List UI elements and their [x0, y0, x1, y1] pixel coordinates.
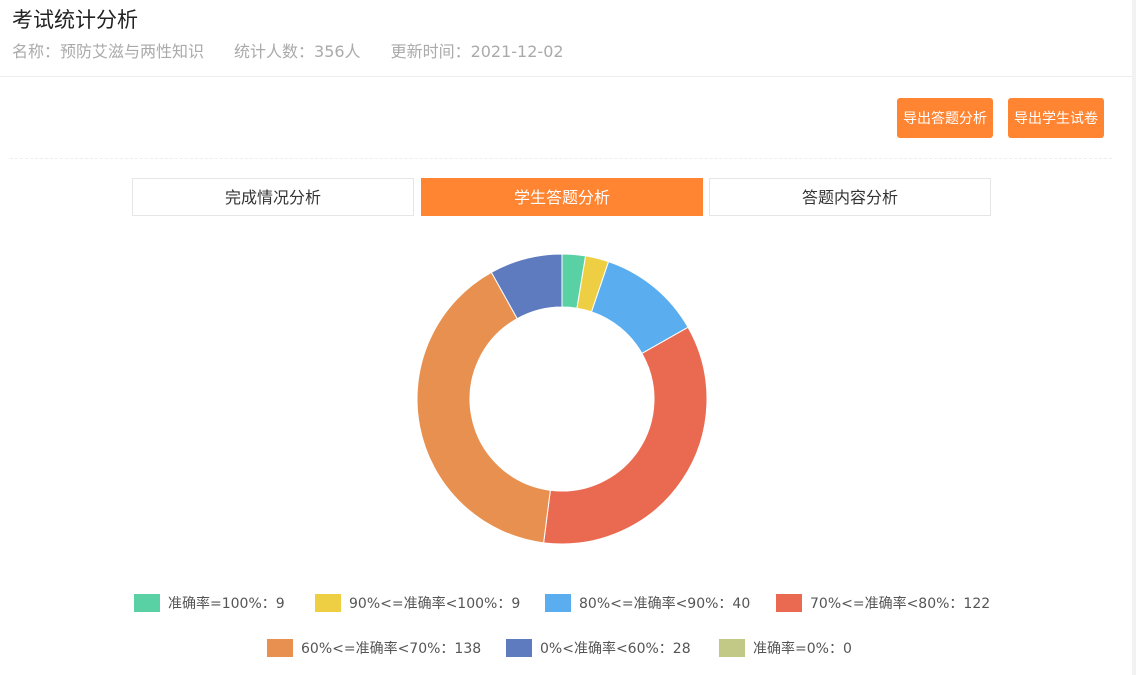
legend-item[interactable]: 70%<=准确率<80%：122 [776, 593, 990, 613]
legend-swatch [315, 594, 341, 612]
tab-answer-content-analysis[interactable]: 答题内容分析 [709, 178, 991, 216]
legend-label: 70%<=准确率<80%：122 [810, 596, 991, 612]
legend-label: 90%<=准确率<100%：9 [349, 596, 521, 612]
legend-swatch [776, 594, 802, 612]
donut-slice[interactable] [416, 271, 551, 544]
legend-swatch [545, 594, 571, 612]
legend-item[interactable]: 准确率=100%：9 [134, 593, 285, 613]
export-papers-button[interactable]: 导出学生试卷 [1008, 98, 1104, 138]
export-analysis-button[interactable]: 导出答题分析 [897, 98, 993, 138]
update-time: 更新时间：2021-12-02 [390, 42, 564, 61]
scrollbar[interactable] [1132, 0, 1136, 675]
page-title: 考试统计分析 [12, 8, 138, 32]
donut-slice[interactable] [543, 326, 708, 545]
legend-item[interactable]: 准确率=0%：0 [719, 638, 852, 658]
tab-student-answer-analysis[interactable]: 学生答题分析 [421, 178, 703, 216]
legend-label: 准确率=0%：0 [753, 641, 852, 657]
legend-swatch [134, 594, 160, 612]
legend-item[interactable]: 0%<准确率<60%：28 [506, 638, 691, 658]
legend-item[interactable]: 60%<=准确率<70%：138 [267, 638, 481, 658]
legend-label: 0%<准确率<60%：28 [540, 641, 691, 657]
legend-item[interactable]: 80%<=准确率<90%：40 [545, 593, 750, 613]
tab-completion-analysis[interactable]: 完成情况分析 [132, 178, 414, 216]
divider [0, 76, 1132, 77]
legend-swatch [719, 639, 745, 657]
dashed-divider [10, 158, 1112, 159]
legend-label: 80%<=准确率<90%：40 [579, 596, 751, 612]
legend-label: 60%<=准确率<70%：138 [301, 641, 482, 657]
legend-label: 准确率=100%：9 [168, 596, 285, 612]
legend-item[interactable]: 90%<=准确率<100%：9 [315, 593, 520, 613]
exam-name: 名称：预防艾滋与两性知识 [12, 42, 205, 61]
exam-meta: 名称：预防艾滋与两性知识 统计人数：356人 更新时间：2021-12-02 [12, 38, 564, 62]
legend-swatch [506, 639, 532, 657]
legend-swatch [267, 639, 293, 657]
donut-slice[interactable] [490, 253, 563, 320]
participant-count: 统计人数：356人 [234, 42, 361, 61]
